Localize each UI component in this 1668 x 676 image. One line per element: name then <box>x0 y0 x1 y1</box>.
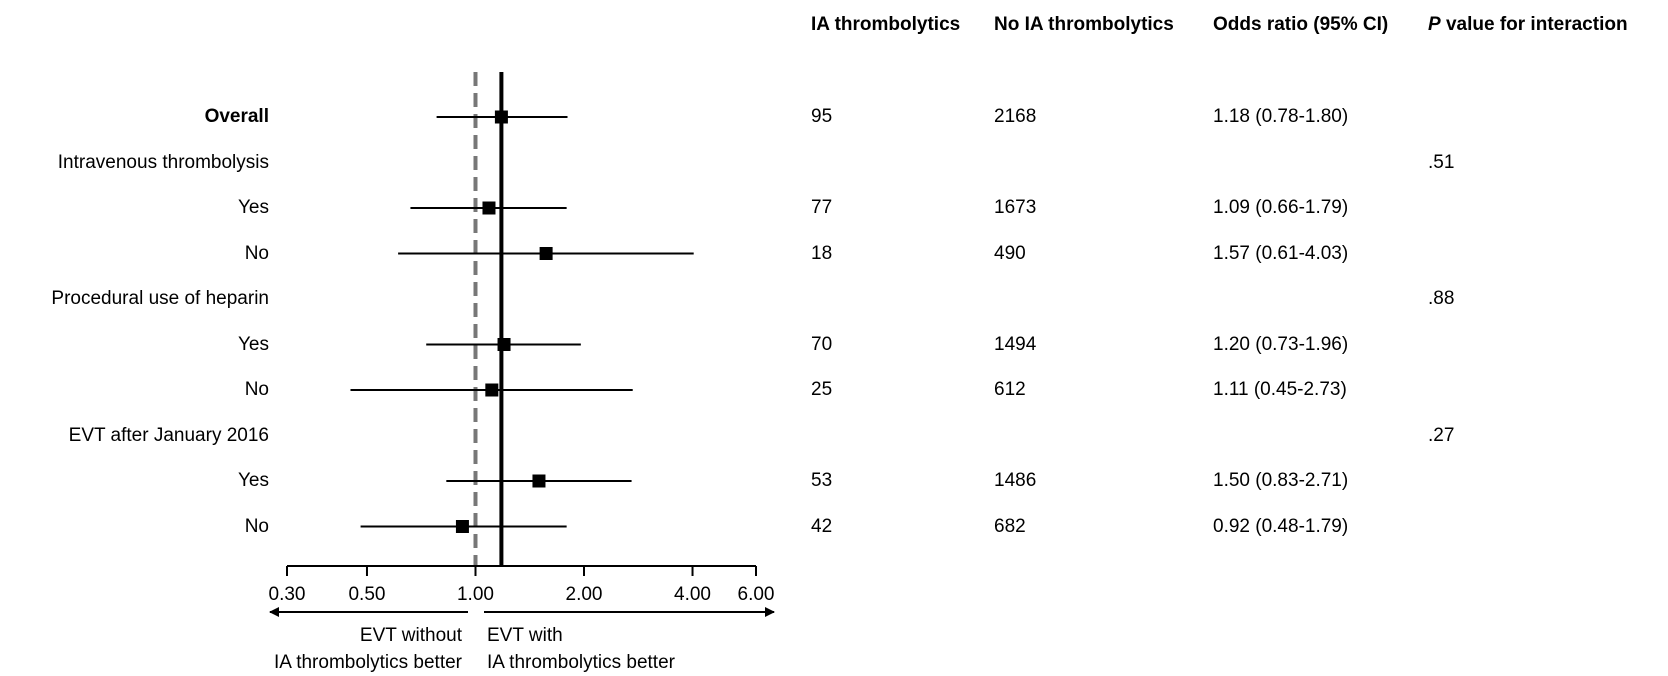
odds-ratio-marker <box>497 338 511 351</box>
cell-no-ia-count: 1494 <box>994 333 1037 355</box>
cell-ia-count: 42 <box>811 515 833 537</box>
row-label: No <box>244 379 269 400</box>
x-axis-tick-label: 2.00 <box>565 584 603 605</box>
column-header-odds-ratio: Odds ratio (95% CI) <box>1213 14 1389 35</box>
subgroup-header-label: EVT after January 2016 <box>68 424 269 446</box>
direction-right-line1: EVT with <box>487 625 563 646</box>
odds-ratio-marker <box>494 110 508 124</box>
direction-left-line2: IA thrombolytics better <box>274 652 462 673</box>
cell-odds-ratio: 1.57 (0.61-4.03) <box>1213 242 1349 264</box>
x-axis-tick-label: 0.30 <box>268 584 306 605</box>
cell-ia-count: 53 <box>811 470 833 491</box>
direction-right-line2: IA thrombolytics better <box>487 652 675 673</box>
cell-ia-count: 18 <box>811 242 833 264</box>
cell-no-ia-count: 612 <box>994 379 1026 400</box>
row-label: Yes <box>238 197 269 218</box>
odds-ratio-marker <box>539 247 553 260</box>
row-label: Yes <box>238 470 269 491</box>
cell-odds-ratio: 1.50 (0.83-2.71) <box>1213 470 1349 491</box>
cell-no-ia-count: 1673 <box>994 197 1037 218</box>
cell-no-ia-count: 2168 <box>994 106 1037 127</box>
cell-no-ia-count: 490 <box>994 242 1026 264</box>
column-header-p-value: P value for interaction <box>1428 14 1628 36</box>
direction-label-left: EVT without IA thrombolytics better <box>274 622 462 676</box>
cell-no-ia-count: 1486 <box>994 470 1037 491</box>
subgroup-header-label: Procedural use of heparin <box>51 288 269 309</box>
cell-ia-count: 95 <box>811 106 833 127</box>
cell-p-value: .51 <box>1428 151 1455 173</box>
row-label: No <box>244 515 269 537</box>
odds-ratio-marker <box>485 383 499 397</box>
row-label: Yes <box>238 333 269 355</box>
odds-ratio-marker <box>482 201 496 215</box>
p-letter: P <box>1428 14 1441 35</box>
subgroup-header-label: Intravenous thrombolysis <box>57 151 269 173</box>
odds-ratio-marker <box>532 474 546 488</box>
cell-p-value: .27 <box>1428 424 1455 446</box>
row-label: No <box>244 242 269 264</box>
cell-odds-ratio: 1.18 (0.78-1.80) <box>1213 106 1349 127</box>
cell-odds-ratio: 1.20 (0.73-1.96) <box>1213 333 1349 355</box>
cell-ia-count: 77 <box>811 197 833 218</box>
x-axis-tick-label: 4.00 <box>674 584 712 605</box>
x-axis-tick-label: 1.00 <box>456 584 494 605</box>
column-header-ia: IA thrombolytics <box>811 14 961 35</box>
column-header-no-ia: No IA thrombolytics <box>994 14 1174 35</box>
cell-odds-ratio: 1.11 (0.45-2.73) <box>1213 379 1347 400</box>
p-value-rest: value for interaction <box>1440 14 1628 35</box>
x-axis-tick-label: 0.50 <box>348 584 386 605</box>
cell-odds-ratio: 0.92 (0.48-1.79) <box>1213 515 1349 537</box>
x-axis-tick-label: 6.00 <box>737 584 775 605</box>
direction-left-line1: EVT without <box>359 625 462 646</box>
cell-no-ia-count: 682 <box>994 515 1026 537</box>
cell-ia-count: 25 <box>811 379 833 400</box>
cell-odds-ratio: 1.09 (0.66-1.79) <box>1213 197 1349 218</box>
cell-p-value: .88 <box>1428 288 1455 309</box>
odds-ratio-marker <box>455 520 469 533</box>
direction-label-right: EVT with IA thrombolytics better <box>487 622 675 676</box>
cell-ia-count: 70 <box>811 333 833 355</box>
row-label: Overall <box>204 106 269 127</box>
